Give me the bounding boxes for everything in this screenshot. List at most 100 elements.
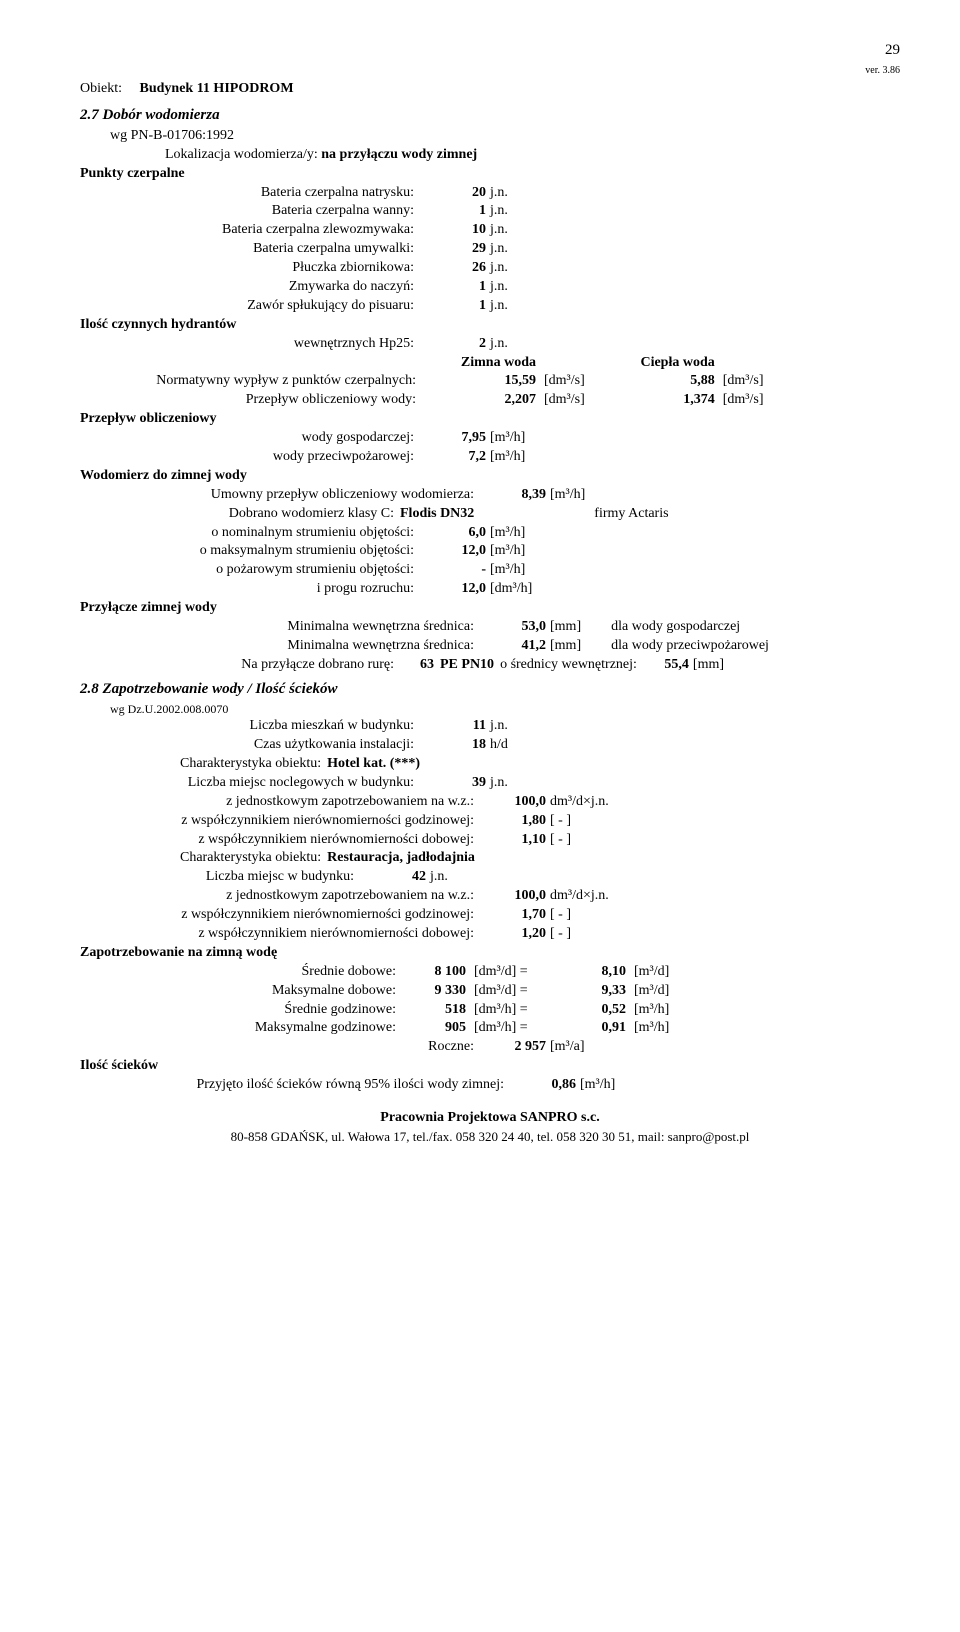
roczne-v: 2 957 (480, 1038, 550, 1057)
hydrant-label: Ilość czynnych hydrantów (80, 316, 900, 335)
nocleg-k: Liczba miejsc noclegowych w budynku: (80, 774, 420, 793)
min1-k: Minimalna wewnętrzna średnica: (80, 618, 480, 637)
kv-row: z współczynnikiem nierównomierności godz… (80, 812, 900, 831)
roczne-u: [m³/a] (550, 1038, 585, 1057)
norm-v2: 5,88 (589, 372, 719, 391)
zap-u1: [dm³/h] = (470, 1001, 560, 1020)
page-number: 29 (80, 40, 900, 60)
zap-v2: 0,91 (560, 1019, 630, 1038)
kv-u: dm³/d×j.n. (550, 793, 609, 812)
char2-v: Restauracja, jadłodajnia (327, 849, 475, 868)
footer-line1: Pracownia Projektowa SANPRO s.c. (80, 1109, 900, 1128)
kv-row: Zawór spłukujący do pisuaru:1j.n. (80, 297, 900, 316)
loc-label: Lokalizacja wodomierza/y: (165, 147, 318, 162)
kv-row: z współczynnikiem nierównomierności godz… (80, 906, 900, 925)
roczne-k: Roczne: (80, 1038, 480, 1057)
kv-row: z współczynnikiem nierównomierności dobo… (80, 925, 900, 944)
dobrano-k: Dobrano wodomierz klasy C: (180, 505, 400, 524)
kv-v: 100,0 (480, 793, 550, 812)
kv-k: Płuczka zbiornikowa: (80, 259, 420, 278)
kv-row: Płuczka zbiornikowa:26j.n. (80, 259, 900, 278)
kv-v: 1 (420, 297, 490, 316)
min2-v: 41,2 (480, 637, 550, 656)
kv-row: o nominalnym strumieniu objętości:6,0[m³… (80, 524, 900, 543)
dobrano-firm: firmy Actaris (594, 505, 668, 524)
kv-u: j.n. (490, 278, 508, 297)
zap-label: Zapotrzebowanie na zimną wodę (80, 944, 900, 963)
kv-k: z jednostkowym zapotrzebowaniem na w.z.: (80, 793, 480, 812)
rura-v: 63 (400, 656, 440, 675)
dobrano-v: Flodis DN32 (400, 505, 594, 524)
zap-v1: 9 330 (400, 982, 470, 1001)
zap-u1: [dm³/d] = (470, 982, 560, 1001)
col-ciepla: Ciepła woda (589, 354, 719, 373)
min1-e: dla wody gospodarczej (581, 618, 740, 637)
kv-k: z współczynnikiem nierównomierności dobo… (80, 925, 480, 944)
kv-k: Bateria czerpalna wanny: (80, 202, 420, 221)
kv-u: j.n. (490, 297, 508, 316)
roczne-row: Roczne: 2 957 [m³/a] (80, 1038, 900, 1057)
object-name: Budynek 11 HIPODROM (140, 81, 294, 96)
kv-u: [ - ] (550, 812, 571, 831)
zap-v1: 518 (400, 1001, 470, 1020)
zap-v2: 0,52 (560, 1001, 630, 1020)
kv-k: z współczynnikiem nierównomierności godz… (80, 812, 480, 831)
kv-u: j.n. (490, 717, 508, 736)
kv-k: wody przeciwpożarowej: (80, 448, 420, 467)
umowny-row: Umowny przepływ obliczeniowy wodomierza:… (80, 486, 900, 505)
zap-k: Średnie dobowe: (140, 963, 400, 982)
kv-u: [m³/h] (490, 524, 525, 543)
zap-k: Maksymalne dobowe: (140, 982, 400, 1001)
miejsc-k: Liczba miejsc w budynku: (140, 868, 360, 887)
norm-v1: 15,59 (420, 372, 540, 391)
char1-k: Charakterystyka obiektu: (180, 755, 327, 774)
kv-v: 1,10 (480, 831, 550, 850)
przepl-k: Przepływ obliczeniowy wody: (80, 391, 420, 410)
miejsc-u: j.n. (430, 868, 448, 887)
kv-u: [m³/h] (490, 429, 525, 448)
object-label: Obiekt: (80, 81, 122, 96)
kv-v: 20 (420, 184, 490, 203)
hydrant-k: wewnętrznych Hp25: (80, 335, 420, 354)
section-2-7-title: 2.7 Dobór wodomierza (80, 105, 900, 125)
kv-v: 1,80 (480, 812, 550, 831)
zap-v2: 8,10 (560, 963, 630, 982)
zap-row: Maksymalne dobowe:9 330[dm³/d] =9,33[m³/… (140, 982, 673, 1001)
kv-k: i progu rozruchu: (80, 580, 420, 599)
kv-v: 10 (420, 221, 490, 240)
char2-k: Charakterystyka obiektu: (180, 849, 327, 868)
footer: Pracownia Projektowa SANPRO s.c. 80-858 … (80, 1109, 900, 1145)
char2-row: Charakterystyka obiektu: Restauracja, ja… (180, 849, 900, 868)
wg-28: wg Dz.U.2002.008.0070 (110, 701, 900, 717)
kv-u: [m³/h] (490, 448, 525, 467)
sciek-row: Przyjęto ilość ścieków równą 95% ilości … (80, 1076, 900, 1095)
kv-row: wody przeciwpożarowej:7,2[m³/h] (80, 448, 900, 467)
kv-u: j.n. (490, 240, 508, 259)
kv-u: j.n. (490, 202, 508, 221)
zap-row: Maksymalne godzinowe:905[dm³/h] =0,91[m³… (140, 1019, 673, 1038)
min2-row: Minimalna wewnętrzna średnica: 41,2 [mm]… (80, 637, 900, 656)
kv-k: Liczba mieszkań w budynku: (80, 717, 420, 736)
kv-k: Zmywarka do naczyń: (80, 278, 420, 297)
zap-row: Średnie dobowe:8 100[dm³/d] =8,10[m³/d] (140, 963, 673, 982)
kv-v: 1,20 (480, 925, 550, 944)
kv-u: j.n. (490, 259, 508, 278)
min2-k: Minimalna wewnętrzna średnica: (80, 637, 480, 656)
umowny-v: 8,39 (480, 486, 550, 505)
przyl-label: Przyłącze zimnej wody (80, 599, 900, 618)
min1-u: [mm] (550, 618, 581, 637)
zap-u1: [dm³/d] = (470, 963, 560, 982)
kv-u: h/d (490, 736, 508, 755)
zap-u2: [m³/h] (630, 1001, 673, 1020)
kv-v: 11 (420, 717, 490, 736)
kv-u: [ - ] (550, 925, 571, 944)
zap-table: Średnie dobowe:8 100[dm³/d] =8,10[m³/d]M… (140, 963, 673, 1039)
kv-k: z jednostkowym zapotrzebowaniem na w.z.: (80, 887, 480, 906)
kv-v: 18 (420, 736, 490, 755)
col-zimna: Zimna woda (420, 354, 540, 373)
kv-u: [m³/h] (490, 542, 525, 561)
kv-row: z współczynnikiem nierównomierności dobo… (80, 831, 900, 850)
kv-u: j.n. (490, 184, 508, 203)
kv-v: 12,0 (420, 580, 490, 599)
wodomierz-label: Wodomierz do zimnej wody (80, 467, 900, 486)
